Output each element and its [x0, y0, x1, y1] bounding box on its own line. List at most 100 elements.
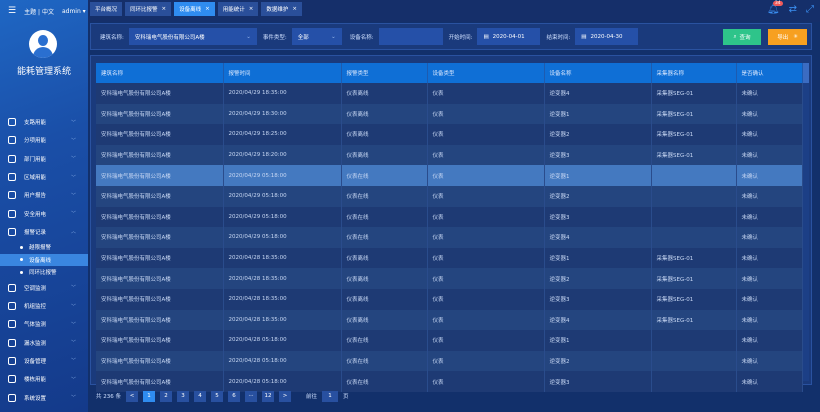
table-row[interactable]: 安科瑞电气股份有限公司A楼 2020/04/29 18:30:00 仪表离线 仪表 逆变… [96, 103, 803, 125]
page-button[interactable]: 12 [262, 390, 274, 402]
export-button[interactable]: 导出 ✳ [768, 29, 807, 45]
page-button[interactable]: 6 [228, 390, 240, 402]
end-date-input[interactable]: ▤ 2020-04-30 [575, 28, 639, 45]
table-scrollbar[interactable] [803, 63, 809, 381]
table-row[interactable]: 安科瑞电气股份有限公司A楼 2020/04/29 05:18:00 仪表在线 仪表 逆变… [96, 206, 803, 228]
page-button[interactable]: 5 [211, 390, 223, 402]
column-header[interactable]: 报警类型 [341, 63, 428, 83]
table-cell: 仪表 [427, 144, 545, 166]
device-name-input[interactable] [378, 28, 443, 45]
prev-page-button[interactable]: < [126, 390, 138, 402]
sidebar-item[interactable]: 空调监测 ﹀ [0, 279, 88, 297]
table-row[interactable]: 安科瑞电气股份有限公司A楼 2020/04/29 18:35:00 仪表离线 仪表 逆变… [96, 83, 803, 104]
table-row[interactable]: 安科瑞电气股份有限公司A楼 2020/04/28 18:35:00 仪表离线 仪表 逆变… [96, 247, 803, 269]
table-cell: 逆变器1 [544, 165, 652, 186]
sidebar-item[interactable]: 机组监控 ﹀ [0, 297, 88, 315]
start-date-input[interactable]: ▤ 2020-04-01 [477, 28, 541, 45]
column-header[interactable]: 采集器名称 [651, 63, 737, 83]
table-row[interactable]: 安科瑞电气股份有限公司A楼 2020/04/29 05:18:00 仪表在线 仪表 逆变… [96, 165, 803, 186]
sidebar-item[interactable]: 区域用能 ﹀ [0, 168, 88, 186]
column-header[interactable]: 设备类型 [427, 63, 545, 83]
sidebar-item[interactable]: 气体监测 ﹀ [0, 315, 88, 333]
sidebar-item-label: 漏水监测 [24, 340, 47, 347]
sidebar-item[interactable]: 用户报告 ﹀ [0, 186, 88, 204]
column-header[interactable]: 报警时间 [223, 63, 342, 83]
tab[interactable]: 同环比报警 × [125, 2, 172, 16]
page-button[interactable]: 4 [194, 390, 206, 402]
table-cell: 逆变器4 [544, 309, 652, 331]
table-cell: 逆变器2 [544, 268, 652, 289]
table-row[interactable]: 安科瑞电气股份有限公司A楼 2020/04/28 05:18:00 仪表在线 仪表 逆变… [96, 350, 803, 372]
table-cell: 安科瑞电气股份有限公司A楼 [96, 185, 224, 207]
table-row[interactable]: 安科瑞电气股份有限公司A楼 2020/04/28 05:18:00 仪表在线 仪表 逆变… [96, 371, 803, 392]
close-icon[interactable]: × [292, 6, 298, 12]
table-cell: 仪表离线 [341, 309, 428, 331]
theme-link[interactable]: 主题 | 中文 [24, 8, 54, 16]
table-cell: 安科瑞电气股份有限公司A楼 [96, 330, 224, 351]
page-unit: 页 [343, 394, 349, 400]
building-select[interactable]: 安科瑞电气股份有限公司A楼 ⌄ [128, 28, 257, 45]
table-row[interactable]: 安科瑞电气股份有限公司A楼 2020/04/28 18:35:00 仪表离线 仪表 逆变… [96, 288, 803, 310]
table-cell: 仪表离线 [341, 144, 428, 166]
table-cell: 未确认 [736, 371, 803, 392]
table-row[interactable]: 安科瑞电气股份有限公司A楼 2020/04/28 18:35:00 仪表离线 仪表 逆变… [96, 309, 803, 331]
sidebar-subitem[interactable]: 设备离线 [0, 253, 88, 267]
menu-toggle-icon[interactable]: ☰ [8, 6, 17, 16]
table-cell: 未确认 [736, 165, 803, 186]
tab[interactable]: 数据维护 × [261, 2, 303, 16]
tab[interactable]: 用能统计 × [217, 2, 259, 16]
table-cell: 未确认 [736, 144, 803, 166]
table-cell: 采集器SEG-01 [651, 144, 737, 166]
sidebar-item[interactable]: 分项用能 ﹀ [0, 131, 88, 149]
next-page-button[interactable]: > [279, 390, 291, 402]
tab[interactable]: 设备离线 × [174, 2, 215, 16]
sidebar-item-label: 楼栋用能 [24, 377, 47, 384]
column-header[interactable]: 设备名称 [544, 63, 652, 83]
chevron-down-icon: ﹀ [70, 192, 76, 199]
close-icon[interactable]: × [161, 6, 167, 12]
table-row[interactable]: 安科瑞电气股份有限公司A楼 2020/04/29 18:20:00 仪表离线 仪表 逆变… [96, 144, 803, 166]
bell-icon[interactable]: 🔔︎ 34 [766, 1, 783, 15]
user-menu[interactable]: admin ▾ [61, 7, 86, 15]
table-row[interactable]: 安科瑞电气股份有限公司A楼 2020/04/28 18:35:00 仪表离线 仪表 逆变… [96, 268, 803, 289]
page-button[interactable]: 3 [177, 390, 189, 402]
notification-badge: 34 [772, 1, 783, 6]
sidebar-subitem[interactable]: 越限报警 [0, 241, 88, 254]
table-row[interactable]: 安科瑞电气股份有限公司A楼 2020/04/28 05:18:00 仪表在线 仪表 逆变… [96, 330, 803, 351]
table-row[interactable]: 安科瑞电气股份有限公司A楼 2020/04/29 18:25:00 仪表离线 仪表 逆变… [96, 124, 803, 145]
sidebar-item[interactable]: 系统设置 ﹀ [0, 388, 88, 406]
sidebar-item[interactable]: 漏水监测 ﹀ [0, 333, 88, 351]
sidebar-item-label: 空调监测 [24, 285, 47, 292]
sidebar-item[interactable]: 安全用电 ﹀ [0, 204, 88, 222]
system-name: 能耗管理系统 [16, 67, 71, 77]
building-label: 建筑名称: [100, 34, 124, 41]
sidebar-subitem[interactable]: 同环比报警 [0, 266, 88, 279]
sidebar-item[interactable]: 报警记录 ︿ [0, 223, 88, 241]
page-button[interactable]: 2 [160, 390, 172, 402]
sidebar-item[interactable]: 设备管理 ﹀ [0, 352, 88, 370]
page-button[interactable]: ··· [245, 390, 257, 402]
table-panel: 建筑名称 报警时间 报警类型 设备类型 设备名称 采集器名称 是否确认 安科瑞电气股份有限公… [90, 55, 812, 392]
close-icon[interactable]: × [205, 6, 210, 12]
sidebar-item[interactable]: 部门用能 ﹀ [0, 150, 88, 168]
fullscreen-icon[interactable]: ⤢ [806, 4, 814, 15]
table-row[interactable]: 安科瑞电气股份有限公司A楼 2020/04/29 05:18:00 仪表在线 仪表 逆变… [96, 227, 803, 248]
event-type-select[interactable]: 全部 ⌄ [291, 28, 342, 45]
refresh-icon[interactable]: ⇄ [788, 4, 797, 15]
table-cell [651, 330, 737, 351]
table-row[interactable]: 安科瑞电气股份有限公司A楼 2020/04/29 05:18:00 仪表在线 仪表 逆变… [96, 185, 803, 207]
close-icon[interactable]: × [248, 6, 254, 12]
tab[interactable]: 平台概况 [90, 2, 123, 16]
event-type-value: 全部 [297, 34, 309, 41]
table-cell: 仪表在线 [341, 206, 428, 228]
page-button[interactable]: 1 [143, 390, 155, 402]
table-cell: 逆变器3 [544, 144, 652, 166]
sidebar-item[interactable]: 楼栋用能 ﹀ [0, 370, 88, 388]
scrollbar-thumb[interactable] [803, 63, 809, 83]
column-header[interactable]: 建筑名称 [96, 63, 224, 83]
column-header[interactable]: 是否确认 [736, 63, 803, 83]
sidebar-item-label: 气体监测 [24, 322, 47, 329]
query-button[interactable]: ⌕ 查询 [723, 29, 761, 45]
sidebar-item[interactable]: 支路用能 ﹀ [0, 113, 88, 131]
goto-input[interactable]: 1 [322, 390, 339, 402]
